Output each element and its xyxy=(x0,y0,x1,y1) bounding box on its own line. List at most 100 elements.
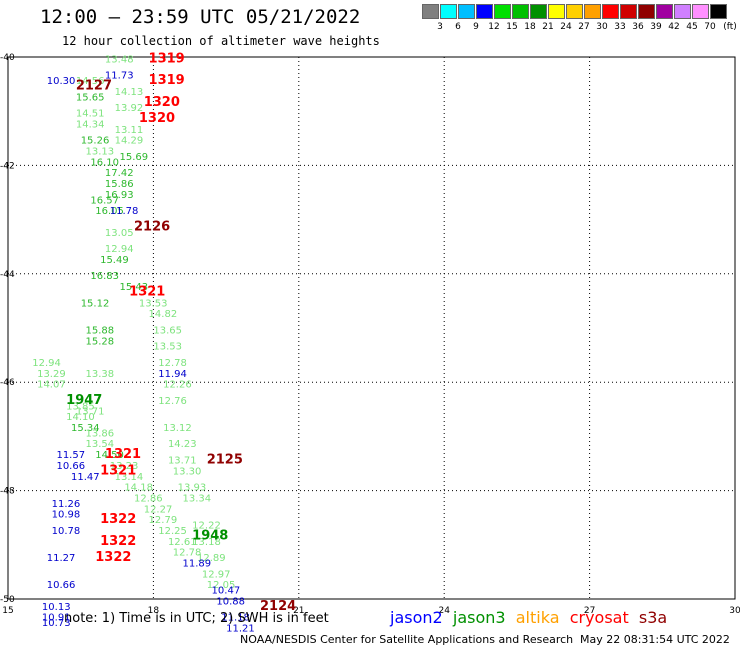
wave-height-point: 12.61 xyxy=(168,537,197,548)
wave-height-point: 13.48 xyxy=(105,54,134,65)
legend-label: 42 xyxy=(668,22,680,32)
wave-height-point: 17.42 xyxy=(105,168,134,179)
legend-label: 33 xyxy=(614,22,626,32)
wave-height-point: 10.98 xyxy=(52,510,81,521)
wave-height-point: 16.93 xyxy=(105,190,134,201)
wave-height-point: 16.05 xyxy=(95,206,124,217)
wave-height-point: 14.07 xyxy=(37,380,66,391)
wave-height-point: 12.05 xyxy=(207,580,236,591)
wave-height-point: 15.26 xyxy=(81,136,110,147)
wave-height-point: 13.11 xyxy=(115,125,144,136)
x-tick-label: 24 xyxy=(438,606,450,616)
legend-label: 12 xyxy=(488,22,500,32)
wave-height-point: 15.49 xyxy=(100,255,129,266)
wave-height-point: 13.18 xyxy=(192,537,221,548)
wave-height-point: 14.13 xyxy=(115,87,144,98)
track-time-label: 1322 xyxy=(100,534,136,549)
wave-height-point: 12.78 xyxy=(158,358,187,369)
wave-height-point: 15.69 xyxy=(119,152,148,163)
wave-height-point: 12.89 xyxy=(197,553,226,564)
track-time-label: 1320 xyxy=(144,95,180,110)
track-time-label: 1321 xyxy=(105,447,141,462)
satellite-name: cryosat xyxy=(569,608,639,627)
y-tick-label: -40 xyxy=(0,53,15,63)
wave-height-point: 15.28 xyxy=(86,336,115,347)
wave-height-point: 10.91 xyxy=(42,613,71,624)
wave-height-point: 10.47 xyxy=(212,586,241,597)
x-tick-label: 21 xyxy=(293,606,304,616)
legend-swatch xyxy=(584,4,601,19)
wave-height-point: 14.18 xyxy=(124,483,153,494)
wave-height-point: 13.93 xyxy=(178,483,207,494)
y-tick-label: -42 xyxy=(0,161,15,171)
wave-height-point: 13.92 xyxy=(115,103,144,114)
credit-line: NOAA/NESDIS Center for Satellite Applica… xyxy=(240,633,574,646)
wave-height-point: 10.73 xyxy=(42,618,71,629)
track-time-label: 1319 xyxy=(149,51,185,66)
wave-height-point: 12.27 xyxy=(144,504,173,515)
wave-height-point: 14.82 xyxy=(149,309,178,320)
wave-height-point: 10.13 xyxy=(42,602,71,613)
legend-label: 21 xyxy=(542,22,554,32)
legend-swatch xyxy=(512,4,529,19)
wave-height-point: 11.18 xyxy=(221,613,250,624)
legend-swatch xyxy=(692,4,709,19)
legend-swatch xyxy=(602,4,619,19)
wave-height-point: 16.83 xyxy=(90,271,119,282)
x-tick-label: 18 xyxy=(148,606,160,616)
wave-height-point: 10.66 xyxy=(56,461,85,472)
track-time-label: 2124 xyxy=(260,599,296,614)
satellite-name: jason2 xyxy=(390,608,453,627)
legend-label: 70 xyxy=(704,22,716,32)
wave-height-point: 11.47 xyxy=(71,472,100,483)
wave-height-point: 13.29 xyxy=(37,369,66,380)
y-tick-label: -46 xyxy=(0,378,15,388)
track-time-label: 2125 xyxy=(207,453,243,468)
footnote: note: 1) Time is in UTC; 2) SWH is in fe… xyxy=(64,611,329,626)
wave-height-point: 15.34 xyxy=(71,423,100,434)
track-time-label: 1321 xyxy=(129,284,165,299)
wave-height-point: 12.94 xyxy=(105,244,134,255)
wave-height-point: 15.88 xyxy=(86,325,115,336)
wave-height-point: 11.73 xyxy=(105,71,134,82)
track-time-label: 1320 xyxy=(139,111,175,126)
satellite-name: altika xyxy=(515,608,570,627)
legend-label: 27 xyxy=(578,22,590,32)
wave-height-point: 13.30 xyxy=(173,466,202,477)
track-time-label: 1322 xyxy=(95,550,131,565)
wave-height-point: 12.25 xyxy=(158,526,187,537)
legend-label: 45 xyxy=(686,22,698,32)
legend-label: 15 xyxy=(506,22,518,32)
plot-frame xyxy=(7,56,736,600)
track-time-label: 1321 xyxy=(100,463,136,478)
wave-height-point: 14.56 xyxy=(76,76,105,87)
legend-swatch xyxy=(710,4,727,19)
wave-height-point: 13.71 xyxy=(168,456,197,467)
wave-height-point: 12.22 xyxy=(192,521,221,532)
wave-height-point: 13.85 xyxy=(66,401,95,412)
y-tick-label: -50 xyxy=(0,595,15,605)
wave-height-point: 12.26 xyxy=(163,380,192,391)
wave-height-point: 15.86 xyxy=(105,179,134,190)
wave-height-point: 12.97 xyxy=(202,569,231,580)
wave-height-point: 11.27 xyxy=(47,553,76,564)
wave-height-point: 14.29 xyxy=(115,136,144,147)
track-time-label: 1947 xyxy=(66,393,102,408)
wave-height-point: 13.38 xyxy=(86,369,115,380)
legend-label: 6 xyxy=(455,22,461,32)
legend-swatch xyxy=(422,4,439,19)
legend-swatch xyxy=(530,4,547,19)
satellite-name: jason3 xyxy=(452,608,516,627)
wave-height-point: 16.10 xyxy=(90,157,119,168)
wave-height-point: 10.66 xyxy=(47,580,76,591)
wave-height-point: 13.05 xyxy=(105,228,134,239)
page-subtitle: 12 hour collection of altimeter wave hei… xyxy=(62,34,380,48)
legend-swatch xyxy=(548,4,565,19)
legend-label: 9 xyxy=(473,22,479,32)
x-tick-label: 27 xyxy=(584,606,595,616)
wave-height-point: 11.21 xyxy=(226,624,255,635)
track-time-label: 1948 xyxy=(192,528,228,543)
legend-label: 36 xyxy=(632,22,644,32)
wave-height-point: 11.94 xyxy=(158,369,187,380)
